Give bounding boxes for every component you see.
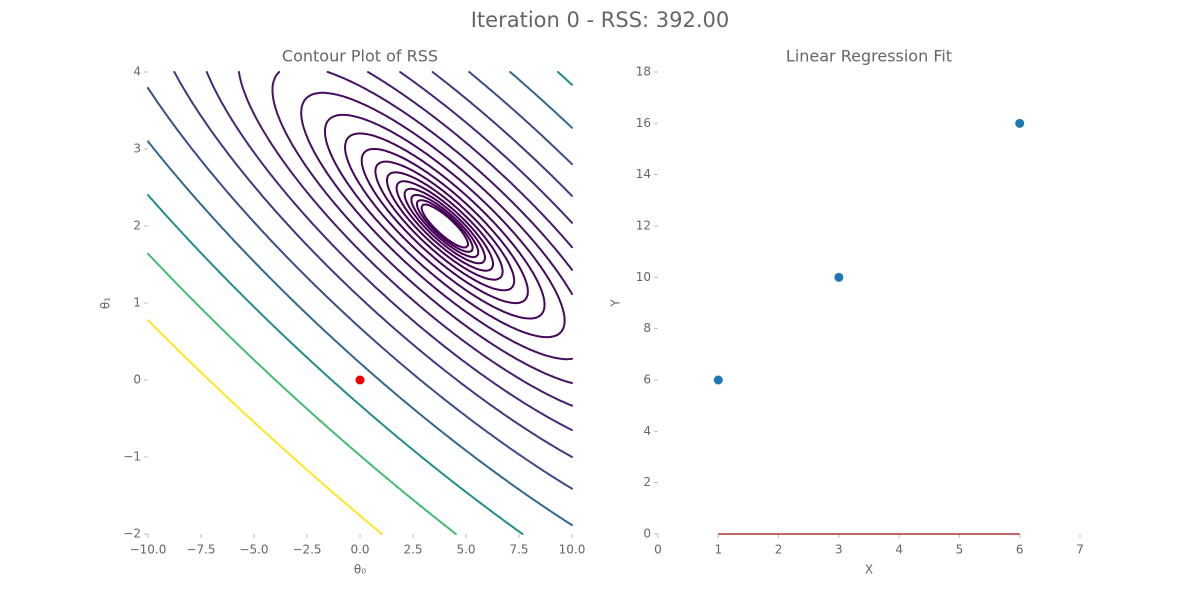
x-tick-label: 0 [654, 543, 662, 557]
x-tick-label: 2 [775, 543, 783, 557]
y-tick-label: 14 [636, 167, 651, 181]
contour-line [420, 203, 469, 249]
subplot-title: Contour Plot of RSS [282, 47, 438, 66]
x-axis-label: θ₀ [354, 563, 366, 577]
x-tick-label: 2.5 [403, 543, 422, 557]
contour-line [344, 132, 546, 320]
y-tick-label: 0 [643, 527, 651, 541]
subplot-title: Linear Regression Fit [786, 47, 952, 66]
contour-line [205, 71, 573, 431]
x-tick-label: −2.5 [292, 543, 321, 557]
y-tick-label: 4 [133, 65, 141, 79]
data-point [834, 272, 844, 282]
x-tick-label: 5 [956, 543, 964, 557]
y-tick-label: 4 [643, 424, 651, 438]
y-tick-label: 8 [643, 321, 651, 335]
x-tick-label: 1 [714, 543, 722, 557]
contour-line [147, 71, 573, 490]
contour-line [173, 71, 573, 458]
contour-line [271, 71, 573, 384]
x-tick-label: 6 [1016, 543, 1024, 557]
y-tick-label: 2 [133, 219, 141, 233]
x-axis-label: X [865, 563, 873, 577]
y-tick-label: 6 [643, 373, 651, 387]
y-tick-label: −2 [123, 527, 141, 541]
x-tick-label: −5.0 [239, 543, 268, 557]
contour-line [395, 180, 494, 272]
y-tick-label: 16 [636, 116, 651, 130]
y-tick-label: 2 [643, 475, 651, 489]
y-tick-label: 3 [133, 142, 141, 156]
x-tick-label: 3 [835, 543, 843, 557]
y-axis-label: Y [609, 299, 623, 308]
contour-line [147, 252, 457, 535]
contour-line [237, 71, 573, 407]
y-tick-label: −1 [123, 450, 141, 464]
contour-line [147, 319, 383, 535]
x-tick-label: 7 [1076, 543, 1084, 557]
current-parameter [355, 375, 365, 385]
contour-line [360, 148, 529, 305]
y-tick-label: 12 [636, 219, 651, 233]
contour-line [147, 71, 573, 535]
y-tick-label: 1 [133, 296, 141, 310]
contour-line [410, 194, 480, 259]
y-tick-label: 18 [636, 65, 651, 79]
y-tick-label: 10 [636, 270, 651, 284]
contour-line [324, 113, 566, 339]
x-tick-label: 4 [895, 543, 903, 557]
x-tick-label: −10.0 [130, 543, 167, 557]
x-tick-label: 7.5 [509, 543, 528, 557]
y-tick-label: 0 [133, 373, 141, 387]
contour-line [300, 91, 573, 361]
x-tick-label: −7.5 [186, 543, 215, 557]
contour-line [403, 187, 486, 265]
contour-line [415, 199, 474, 253]
contour-line [147, 71, 573, 527]
figure-title: Iteration 0 - RSS: 392.00 [471, 8, 730, 32]
y-axis-label: θ₁ [99, 297, 113, 309]
data-point [713, 375, 723, 385]
contour-line [374, 160, 516, 292]
x-tick-label: 5.0 [456, 543, 475, 557]
contour-line [386, 171, 504, 281]
x-tick-label: 0.0 [350, 543, 369, 557]
data-point [1015, 118, 1025, 128]
x-tick-label: 10.0 [559, 543, 586, 557]
